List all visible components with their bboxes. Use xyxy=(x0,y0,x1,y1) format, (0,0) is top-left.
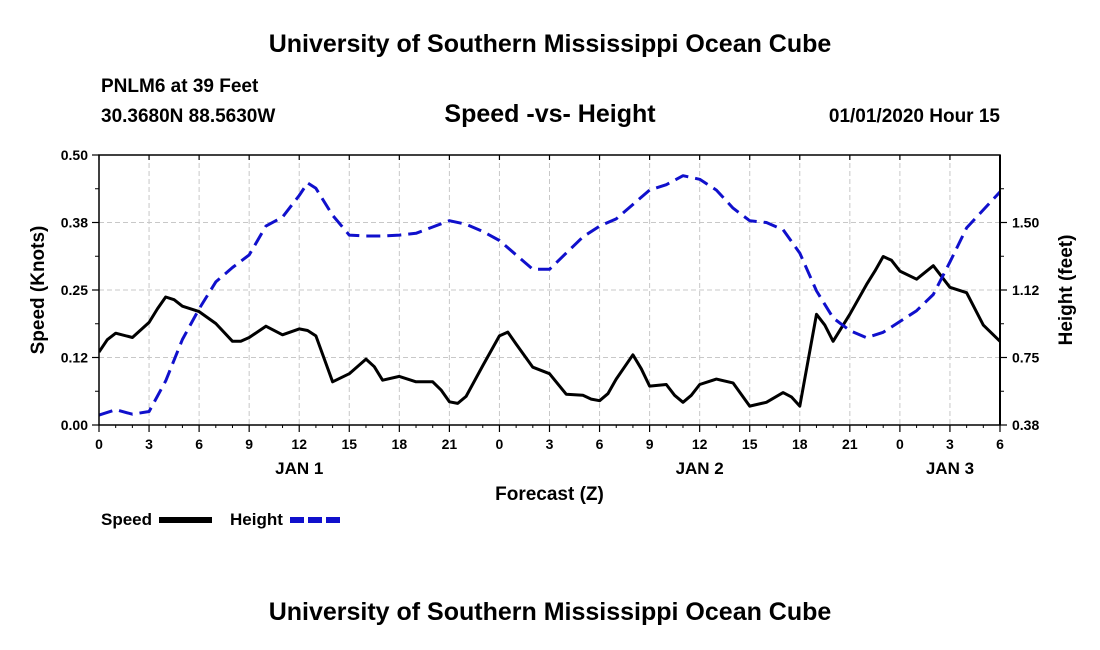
x-tick-label: 6 xyxy=(596,436,604,452)
x-axis-label: Forecast (Z) xyxy=(495,484,604,505)
forecast-datetime: 01/01/2020 Hour 15 xyxy=(828,106,1000,127)
y-right-tick-label: 0.75 xyxy=(1012,350,1039,366)
chart-labels: 0 3 6 9 12 15 18 21 0 3 6 9 12 15 18 21 0 3 6 0.00 0.12 0.25 0… xyxy=(28,147,1077,505)
x-tick-label: 0 xyxy=(496,436,504,452)
x-tick-label: 21 xyxy=(842,436,858,452)
legend-height-label: Height xyxy=(230,510,283,529)
x-tick-label: 12 xyxy=(692,436,708,452)
y-right-tick-label: 1.12 xyxy=(1012,282,1039,298)
x-tick-label: 9 xyxy=(245,436,253,452)
x-tick-label: 6 xyxy=(195,436,203,452)
y-right-axis-label: Height (feet) xyxy=(1056,235,1077,346)
y-right-tick-label: 1.50 xyxy=(1012,215,1039,231)
page-title: University of Southern Mississippi Ocean… xyxy=(268,30,832,58)
x-tick-label: 0 xyxy=(95,436,103,452)
x-tick-label: 15 xyxy=(742,436,758,452)
height-line xyxy=(99,174,1000,417)
chart-title: Speed -vs- Height xyxy=(444,100,656,128)
x-tick-label: 3 xyxy=(946,436,954,452)
day-label: JAN 1 xyxy=(275,459,323,478)
x-tick-label: 3 xyxy=(145,436,153,452)
y-left-tick-label: 0.50 xyxy=(61,147,88,163)
x-tick-label: 0 xyxy=(896,436,904,452)
footer-title: University of Southern Mississippi Ocean… xyxy=(268,598,832,626)
x-tick-label: 18 xyxy=(392,436,408,452)
speed-line xyxy=(99,255,1000,408)
x-tick-label: 6 xyxy=(996,436,1004,452)
y-left-axis-label: Speed (Knots) xyxy=(28,226,49,355)
x-tick-label: 3 xyxy=(546,436,554,452)
y-left-tick-label: 0.12 xyxy=(61,350,88,366)
y-left-tick-label: 0.25 xyxy=(61,282,88,298)
grid-lines xyxy=(99,155,1000,425)
x-tick-label: 15 xyxy=(341,436,357,452)
day-label: JAN 2 xyxy=(676,459,724,478)
coordinates-label: 30.3680N 88.5630W xyxy=(101,106,276,127)
y-left-tick-label: 0.38 xyxy=(61,215,88,231)
legend-speed-label: Speed xyxy=(101,510,152,529)
x-tick-label: 18 xyxy=(792,436,808,452)
y-left-tick-label: 0.00 xyxy=(61,417,88,433)
chart-series xyxy=(99,174,1000,417)
station-label: PNLM6 at 39 Feet xyxy=(101,76,259,97)
y-right-tick-label: 0.38 xyxy=(1012,417,1039,433)
x-tick-label: 21 xyxy=(442,436,458,452)
day-label: JAN 3 xyxy=(926,459,974,478)
x-tick-label: 12 xyxy=(291,436,307,452)
chart-legend: Speed Height xyxy=(101,510,343,529)
x-tick-label: 9 xyxy=(646,436,654,452)
chart-axes xyxy=(92,154,1007,432)
